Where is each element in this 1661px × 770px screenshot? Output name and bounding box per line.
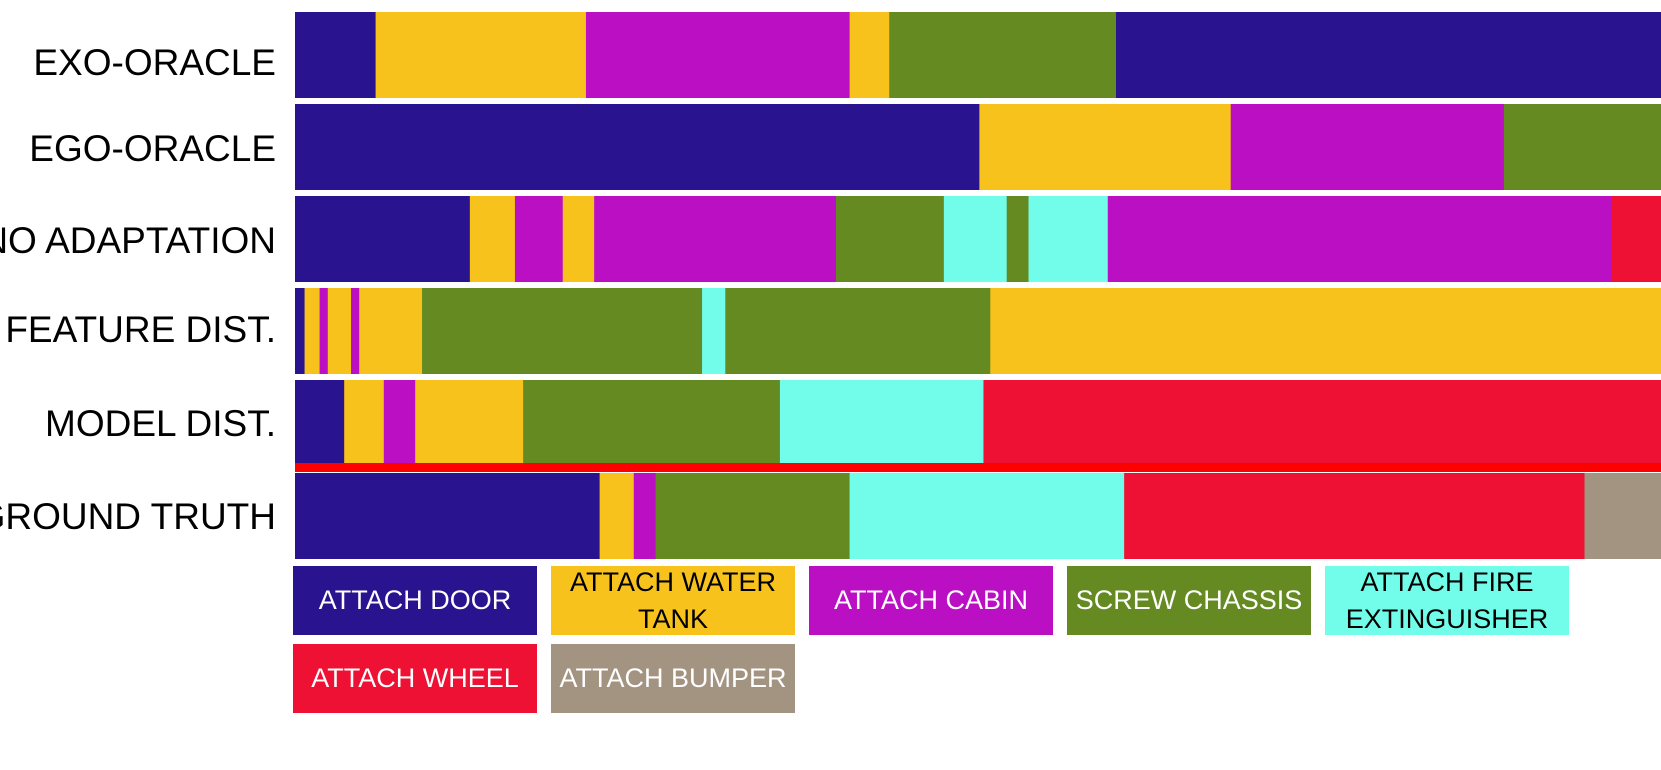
segment-attach-water-tank xyxy=(599,473,635,559)
legend-label: SCREW CHASSIS xyxy=(1075,585,1303,615)
segment-attach-water-tank xyxy=(469,196,516,282)
segment-attach-fire-extinguisher xyxy=(702,288,726,374)
legend-label: ATTACH BUMPER xyxy=(559,663,787,693)
legend-item-attach-door: ATTACH DOOR xyxy=(293,566,537,635)
segment-attach-wheel xyxy=(1611,196,1661,282)
legend-label: ATTACH FIRE EXTINGUISHER xyxy=(1345,566,1549,634)
segment-attach-cabin xyxy=(351,288,360,374)
legend-label: ATTACH DOOR xyxy=(318,585,512,615)
segment-attach-cabin xyxy=(1230,104,1505,190)
segment-attach-cabin xyxy=(319,288,329,374)
segment-attach-fire-extinguisher xyxy=(779,380,984,466)
segment-attach-door xyxy=(1115,12,1661,98)
legend-item-attach-wheel: ATTACH WHEEL xyxy=(293,644,537,713)
legend-item-attach-fire-extinguisher: ATTACH FIRE EXTINGUISHER xyxy=(1325,566,1569,635)
legend-item-attach-water-tank: ATTACH WATER TANK xyxy=(551,566,795,635)
segment-screw-chassis xyxy=(889,12,1117,98)
segment-attach-cabin xyxy=(633,473,657,559)
segment-screw-chassis xyxy=(1503,104,1661,190)
legend-label: ATTACH CABIN xyxy=(833,585,1028,615)
ground-truth-separator xyxy=(295,463,1661,472)
segment-attach-door xyxy=(295,288,306,374)
segment-screw-chassis xyxy=(422,288,703,374)
segment-attach-bumper xyxy=(1584,473,1661,559)
segment-attach-door xyxy=(295,104,980,190)
row-label: MODEL DIST. xyxy=(45,403,276,444)
row-label: EXO-ORACLE xyxy=(33,42,276,83)
segment-attach-door xyxy=(295,473,601,559)
legend-item-screw-chassis: SCREW CHASSIS xyxy=(1067,566,1311,635)
segment-attach-door xyxy=(295,380,345,466)
segment-attach-wheel xyxy=(983,380,1661,466)
segment-screw-chassis xyxy=(835,196,945,282)
segment-attach-water-tank xyxy=(344,380,385,466)
segment-attach-water-tank xyxy=(375,12,587,98)
row-label: EGO-ORACLE xyxy=(29,128,276,169)
segment-attach-cabin xyxy=(594,196,837,282)
segment-attach-door xyxy=(295,12,377,98)
segment-screw-chassis xyxy=(725,288,991,374)
segment-screw-chassis xyxy=(655,473,851,559)
segment-attach-cabin xyxy=(1107,196,1613,282)
segment-attach-fire-extinguisher xyxy=(1028,196,1109,282)
legend-item-attach-cabin: ATTACH CABIN xyxy=(809,566,1053,635)
row-label: NO ADAPTATION xyxy=(0,220,276,261)
segment-screw-chassis xyxy=(1006,196,1030,282)
row-label: FEATURE DIST. xyxy=(5,309,276,350)
segment-attach-water-tank xyxy=(562,196,595,282)
legend-label: ATTACH WATER TANK xyxy=(570,566,776,634)
segment-attach-fire-extinguisher xyxy=(849,473,1125,559)
legend-label: ATTACH WHEEL xyxy=(311,663,519,693)
segment-attach-water-tank xyxy=(849,12,890,98)
segment-attach-wheel xyxy=(1124,473,1585,559)
legend-item-attach-bumper: ATTACH BUMPER xyxy=(551,644,795,713)
segment-attach-cabin xyxy=(383,380,416,466)
segment-screw-chassis xyxy=(523,380,781,466)
segment-attach-fire-extinguisher xyxy=(943,196,1008,282)
segment-attach-cabin xyxy=(585,12,851,98)
segment-attach-cabin xyxy=(514,196,564,282)
segment-attach-door xyxy=(295,196,471,282)
segment-attach-water-tank xyxy=(327,288,352,374)
segment-attach-water-tank xyxy=(990,288,1661,374)
segment-attach-water-tank xyxy=(304,288,321,374)
segment-attach-water-tank xyxy=(979,104,1232,190)
segment-attach-water-tank xyxy=(415,380,524,466)
segment-attach-water-tank xyxy=(359,288,423,374)
row-label: GROUND TRUTH xyxy=(0,496,276,537)
